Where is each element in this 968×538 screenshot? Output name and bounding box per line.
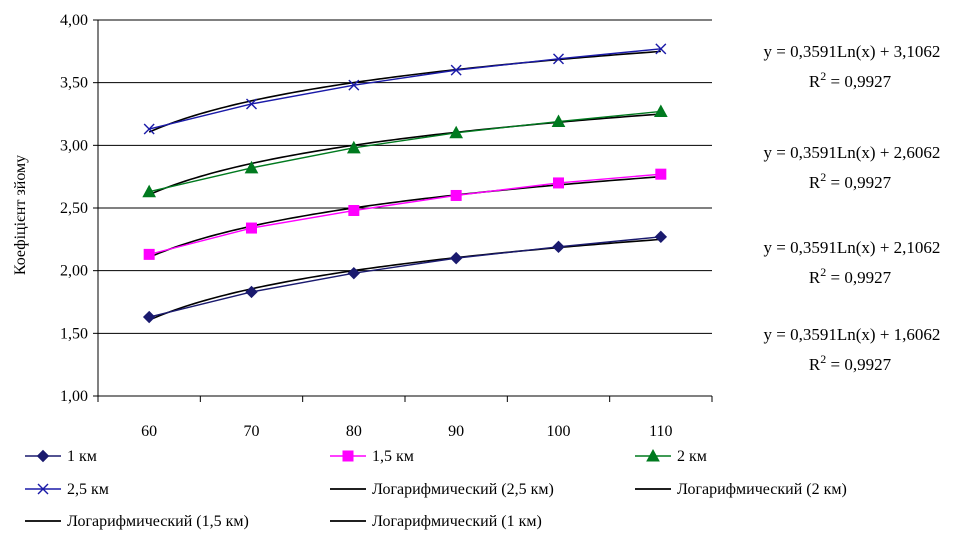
data-point: [143, 248, 155, 260]
legend-marker: [342, 450, 354, 462]
y-tick-label: 4,00: [60, 12, 88, 29]
legend-marker: [36, 449, 50, 463]
series-line-2: [148, 173, 661, 256]
legend-marker: [37, 483, 49, 495]
marker-stroke: [348, 79, 360, 91]
trend-equation: y = 0,3591Ln(x) + 2,1062: [764, 238, 941, 257]
trendline-3: [148, 175, 661, 259]
data-point: [244, 160, 259, 174]
trendline-1: [148, 50, 661, 133]
data-point: [654, 230, 668, 244]
r-squared: R2 = 0,9927: [809, 352, 892, 374]
x-tick-label: 80: [346, 423, 362, 440]
x-tick-label: 90: [448, 423, 464, 440]
y-tick-label: 1,50: [60, 325, 88, 342]
trend-equation: y = 0,3591Ln(x) + 2,6062: [764, 143, 941, 162]
legend: 1 км 1,5 км 2 км 2,5 км Логарифмический (2,5…: [25, 448, 847, 530]
data-point: [552, 240, 565, 254]
y-tick-label: 2,00: [60, 263, 88, 280]
trendline-4: [148, 238, 661, 321]
trendline-equations: y = 0,3591Ln(x) + 3,1062 R2 = 0,9927 y = 0…: [764, 42, 941, 374]
data-point: [449, 251, 463, 265]
r-squared: R2 = 0,9927: [809, 170, 892, 192]
data-point: [246, 222, 257, 234]
marker-stroke: [553, 53, 564, 65]
y-tick-label: 1,00: [60, 388, 88, 405]
legend-label: Логарифмический (2 км): [677, 481, 847, 498]
data-point: [348, 79, 360, 91]
r-squared: R2 = 0,9927: [809, 265, 892, 287]
data-series: [148, 48, 661, 318]
series-line-4: [149, 48, 661, 130]
data-point: [246, 98, 257, 110]
marker-stroke: [246, 98, 257, 110]
data-point: [653, 104, 668, 117]
trendlines: [148, 50, 661, 321]
legend-marker: [646, 448, 660, 462]
marker-stroke: [143, 123, 155, 135]
data-point: [245, 285, 258, 299]
data-point: [143, 123, 155, 135]
trend-equation: y = 0,3591Ln(x) + 3,1062: [764, 42, 941, 61]
data-markers: [142, 43, 668, 324]
legend-label: Логарифмический (1 км): [372, 513, 542, 530]
legend-label: Логарифмический (2,5 км): [372, 481, 554, 498]
marker-stroke: [655, 43, 667, 55]
y-axis-title: Коефіцієнт зйому: [12, 155, 29, 275]
data-point: [142, 184, 157, 198]
x-tick-label: 70: [244, 423, 260, 440]
legend-label: 2,5 км: [67, 481, 109, 498]
y-tick-label: 2,50: [60, 200, 88, 217]
data-point: [450, 189, 462, 201]
data-point: [655, 168, 667, 180]
data-point: [347, 266, 361, 280]
data-point: [142, 310, 156, 324]
r-squared: R2 = 0,9927: [809, 69, 892, 91]
series-line-3: [149, 110, 661, 193]
data-point: [449, 125, 464, 139]
data-point: [551, 114, 566, 128]
tick-labels: 1,00 1,50 2,00 2,50 3,00 3,50 4,00 60 70 80 90 100 1…: [60, 12, 673, 440]
grid-lines: [98, 19, 712, 334]
data-point: [346, 140, 361, 154]
legend-label: Логарифмический (1,5 км): [67, 513, 249, 530]
legend-label: 1 км: [67, 448, 97, 465]
y-tick-label: 3,50: [60, 75, 88, 92]
x-tick-label: 60: [141, 423, 157, 440]
data-point: [450, 64, 462, 76]
data-point: [655, 43, 667, 55]
data-point: [553, 53, 564, 65]
axes: [93, 19, 713, 402]
marker-stroke: [450, 64, 462, 76]
trend-equation: y = 0,3591Ln(x) + 1,6062: [764, 325, 941, 344]
data-point: [348, 205, 360, 217]
y-tick-label: 3,00: [60, 137, 88, 154]
series-line-1: [149, 236, 661, 318]
marker-stroke: [37, 483, 49, 495]
trendline-2: [148, 113, 661, 196]
legend-label: 1,5 км: [372, 448, 414, 465]
x-tick-label: 100: [547, 423, 571, 440]
x-tick-label: 110: [649, 423, 672, 440]
data-point: [553, 177, 564, 189]
legend-label: 2 км: [677, 448, 707, 465]
